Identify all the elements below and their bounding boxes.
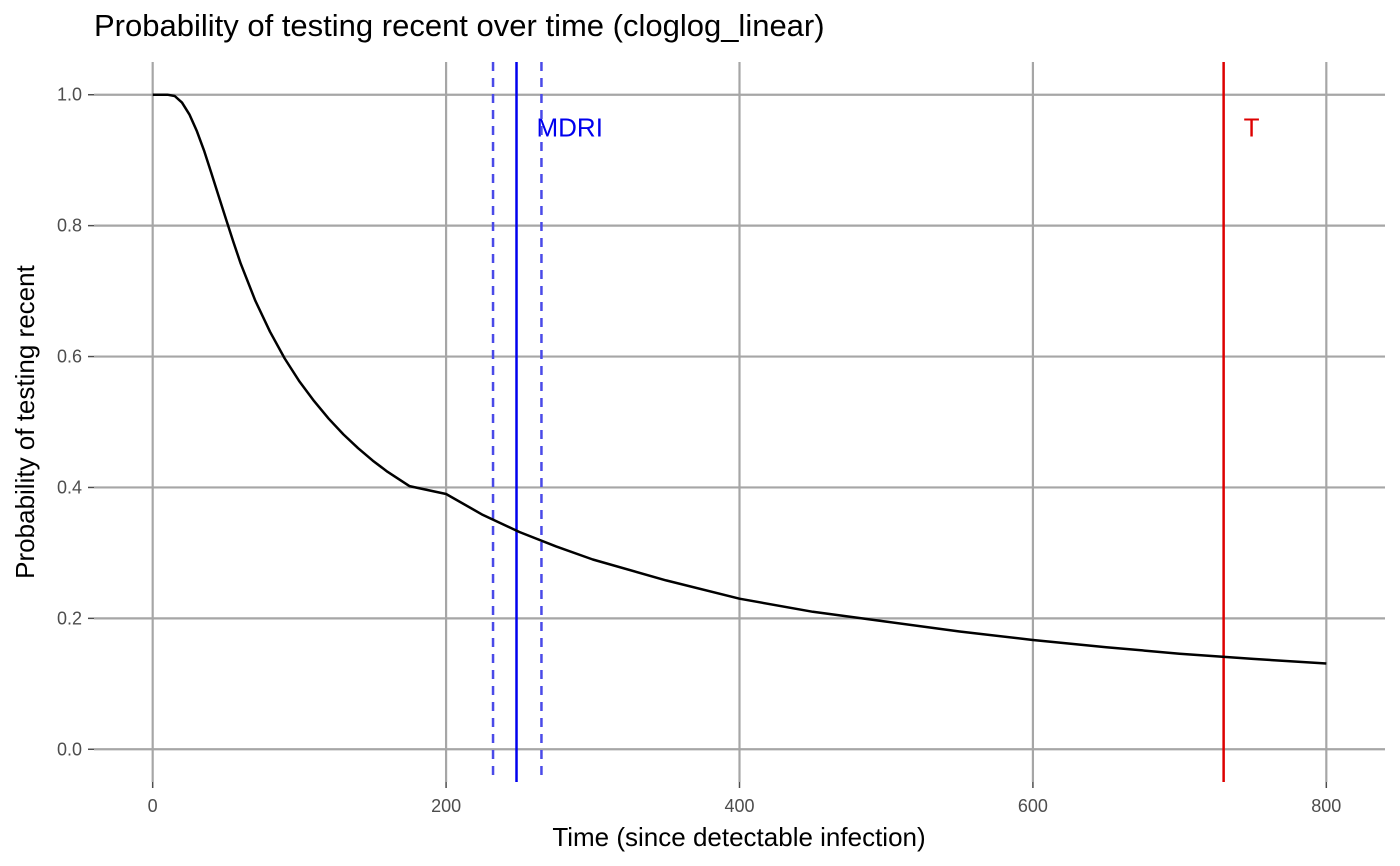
vline-label: T: [1244, 112, 1260, 142]
y-tick-label: 0.6: [57, 347, 82, 367]
grid: [88, 62, 1385, 788]
y-tick-label: 1.0: [57, 85, 82, 105]
tick-labels: 0 200 400 600 800 0.0 0.2 0.4 0.6 0.8 1.0: [57, 85, 1341, 816]
y-tick-label: 0.0: [57, 739, 82, 759]
x-tick-label: 0: [148, 796, 158, 816]
chart-title: Probability of testing recent over time …: [94, 8, 825, 43]
x-tick-label: 600: [1018, 796, 1048, 816]
vline-label: MDRI: [537, 112, 603, 142]
vertical-lines: MDRI T: [491, 62, 1260, 782]
x-tick-label: 200: [431, 796, 461, 816]
y-tick-label: 0.4: [57, 477, 82, 497]
y-tick-label: 0.8: [57, 216, 82, 236]
x-tick-label: 800: [1311, 796, 1341, 816]
series-layer: [152, 93, 1327, 665]
y-axis-title: Probability of testing recent: [10, 264, 40, 578]
series-line: [152, 93, 1327, 665]
x-axis-title: Time (since detectable infection): [552, 822, 925, 852]
y-tick-label: 0.2: [57, 608, 82, 628]
x-tick-label: 400: [724, 796, 754, 816]
